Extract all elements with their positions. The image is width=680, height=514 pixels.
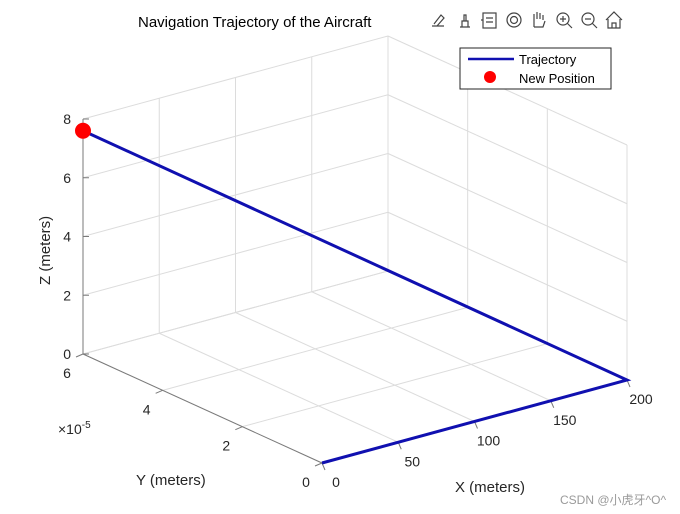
x-tick-label: 50 bbox=[404, 453, 420, 469]
z-tick-label: 6 bbox=[63, 170, 71, 186]
new-position-marker bbox=[75, 122, 91, 139]
grid-line-sidewall-z bbox=[387, 35, 628, 146]
pan-icon[interactable] bbox=[533, 12, 546, 28]
y-axis-exponent: ×10-5 bbox=[58, 420, 91, 437]
y-tick-label: 2 bbox=[222, 438, 230, 454]
y-axis-line bbox=[82, 353, 323, 464]
y-tick-label: 4 bbox=[143, 401, 151, 417]
z-tick-label: 4 bbox=[63, 229, 71, 245]
zoom-out-icon[interactable] bbox=[581, 12, 598, 29]
home-icon[interactable] bbox=[605, 11, 623, 29]
grid-line-backwall-z bbox=[82, 94, 389, 179]
brush-icon[interactable] bbox=[432, 14, 445, 27]
axes-toolbar bbox=[432, 11, 623, 29]
legend-box bbox=[459, 47, 612, 90]
grid-line-floor-x bbox=[159, 332, 399, 443]
watermark: CSDN @小虎牙^O^ bbox=[560, 493, 666, 507]
grid-line-floor-y bbox=[242, 343, 548, 428]
grid-line-floor-x bbox=[311, 291, 551, 402]
z-tick-label: 8 bbox=[63, 111, 71, 127]
data-tips-icon[interactable] bbox=[460, 14, 470, 28]
y-tick-mark bbox=[155, 389, 163, 394]
legend[interactable]: Trajectory New Position bbox=[459, 47, 612, 90]
series-group bbox=[75, 122, 632, 465]
legend-icon[interactable] bbox=[481, 12, 497, 29]
tick-labels: 0 50 100 150 200 0 2 4 6 0 2 4 6 8 bbox=[63, 111, 653, 490]
grid-line-backwall-z bbox=[82, 153, 389, 237]
grid-line-backwall-z bbox=[82, 270, 389, 355]
y-exponent-base: ×10 bbox=[58, 421, 82, 437]
y-tick-mark bbox=[314, 462, 323, 467]
grid-line-sidewall-z bbox=[387, 211, 628, 322]
y-tick-mark bbox=[235, 426, 243, 431]
trajectory-line bbox=[82, 129, 632, 465]
legend-marker-new-position bbox=[484, 71, 496, 83]
grid-line-floor-y bbox=[162, 306, 468, 391]
grid-lines bbox=[82, 35, 628, 464]
y-tick-label: 0 bbox=[302, 474, 310, 490]
grid-line-backwall-z bbox=[82, 211, 389, 296]
y-tick-label: 6 bbox=[63, 365, 71, 381]
grid-line-backwall-z bbox=[82, 35, 389, 120]
x-tick-label: 200 bbox=[629, 391, 653, 407]
y-tick-mark bbox=[75, 353, 84, 358]
z-tick-label: 0 bbox=[63, 346, 71, 362]
grid-line-floor-x bbox=[235, 312, 475, 422]
grid-line-sidewall-z bbox=[387, 153, 628, 263]
zoom-in-icon[interactable] bbox=[556, 12, 573, 29]
x-tick-label: 0 bbox=[332, 474, 340, 490]
chart-title: Navigation Trajectory of the Aircraft bbox=[138, 14, 372, 31]
z-axis-label: Z (meters) bbox=[37, 216, 54, 285]
x-tick-label: 150 bbox=[553, 412, 577, 428]
y-axis-label: Y (meters) bbox=[136, 472, 206, 489]
y-exponent-power: -5 bbox=[82, 420, 91, 431]
legend-label-trajectory: Trajectory bbox=[519, 52, 577, 67]
z-tick-label: 2 bbox=[63, 287, 71, 303]
x-axis-label: X (meters) bbox=[455, 479, 525, 496]
x-tick-label: 100 bbox=[477, 433, 501, 449]
grid-line-sidewall-z bbox=[387, 94, 628, 205]
rotate-icon[interactable] bbox=[506, 12, 522, 28]
legend-label-new-position: New Position bbox=[519, 71, 595, 86]
